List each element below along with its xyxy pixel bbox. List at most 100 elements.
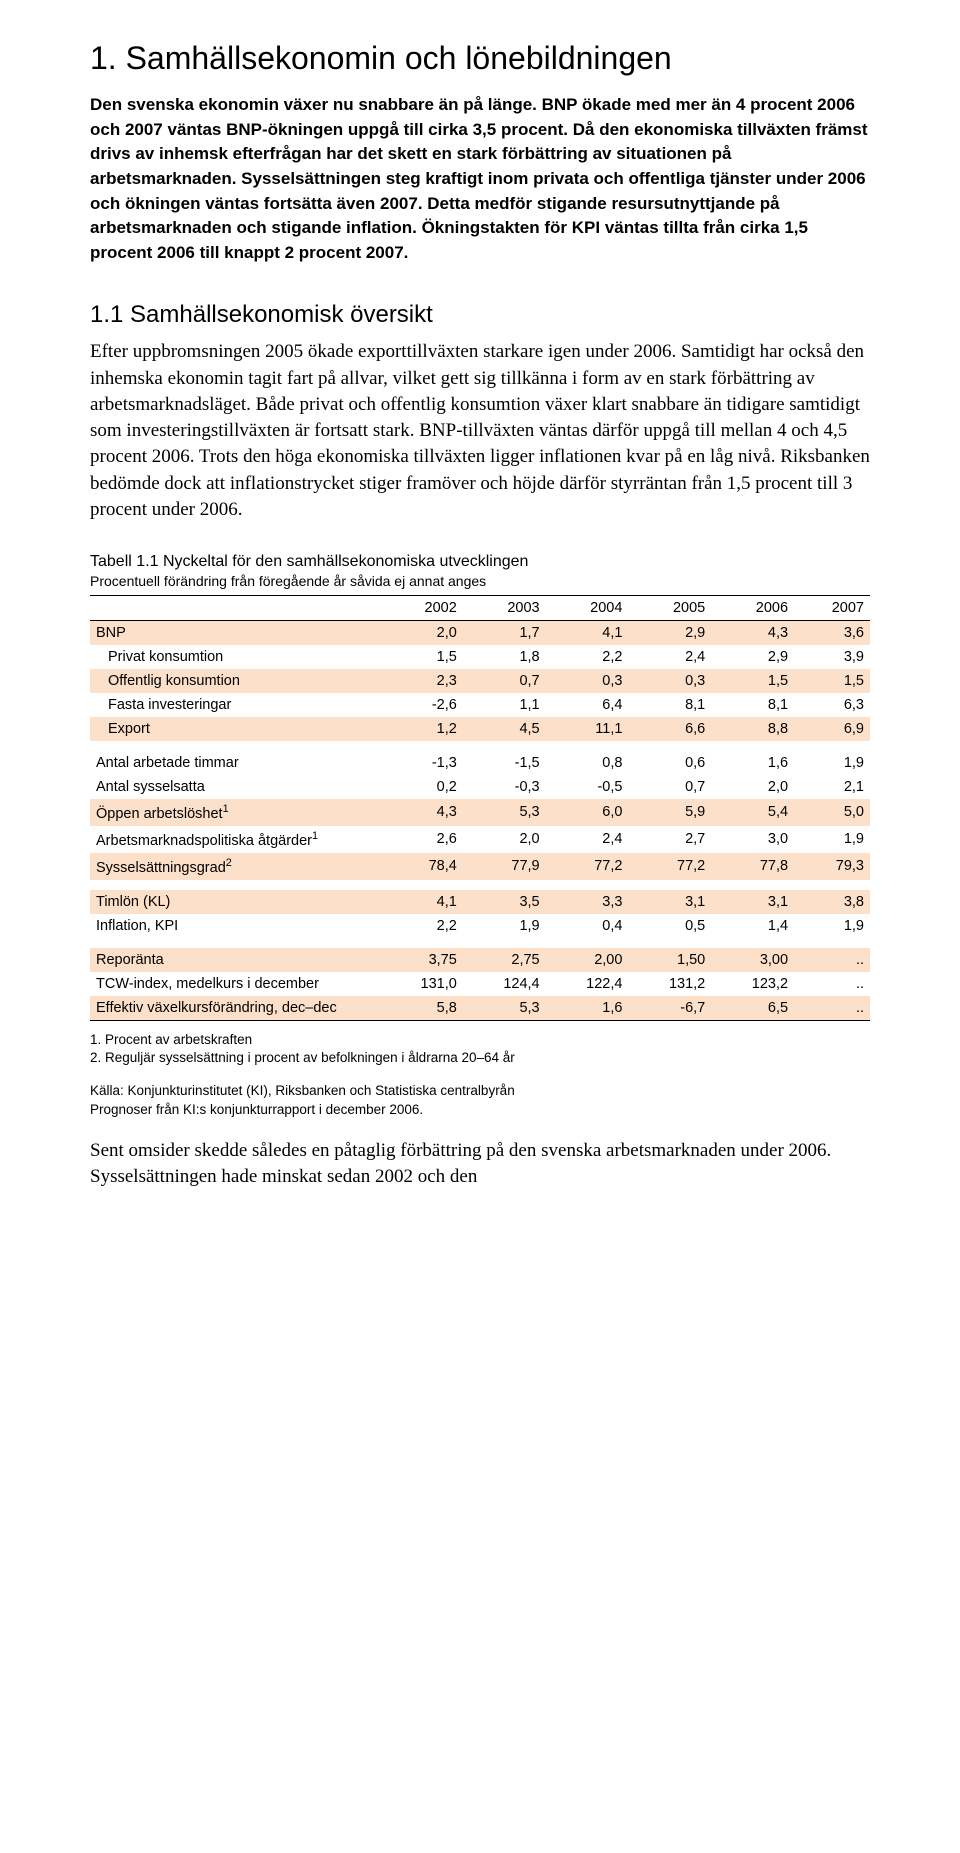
table-cell: 123,2 [711, 972, 794, 996]
table-cell: 77,9 [463, 853, 546, 880]
table-footnotes: 1. Procent av arbetskraften 2. Reguljär … [90, 1031, 870, 1069]
table-cell: 2,0 [711, 775, 794, 799]
table-cell: 11,1 [546, 717, 629, 741]
table-cell: 1,4 [711, 914, 794, 938]
table-row: Reporänta3,752,752,001,503,00.. [90, 948, 870, 972]
table-cell: -1,3 [380, 751, 463, 775]
table-cell: 1,9 [794, 751, 870, 775]
table-cell: 2,4 [628, 645, 711, 669]
row-label: Timlön (KL) [90, 890, 380, 914]
table-cell: 0,6 [628, 751, 711, 775]
table-cell: -2,6 [380, 693, 463, 717]
table-cell: -0,5 [546, 775, 629, 799]
table-cell: 77,8 [711, 853, 794, 880]
table-cell: 4,3 [711, 621, 794, 646]
table-cell: 2,2 [380, 914, 463, 938]
table-cell: -0,3 [463, 775, 546, 799]
indicators-table: 200220032004200520062007 BNP2,01,74,12,9… [90, 595, 870, 1020]
table-cell: 2,9 [711, 645, 794, 669]
table-cell: 5,9 [628, 799, 711, 826]
source-line-2: Prognoser från KI:s konjunkturrapport i … [90, 1101, 870, 1120]
table-cell: 1,2 [380, 717, 463, 741]
table-cell: 5,4 [711, 799, 794, 826]
table-cell: 5,8 [380, 996, 463, 1021]
page-title: 1. Samhällsekonomin och lönebildningen [90, 40, 870, 77]
table-cell: .. [794, 996, 870, 1021]
row-label: Reporänta [90, 948, 380, 972]
table-cell: 8,1 [628, 693, 711, 717]
table-cell: 79,3 [794, 853, 870, 880]
table-cell: 3,5 [463, 890, 546, 914]
table-row: Antal arbetade timmar-1,3-1,50,80,61,61,… [90, 751, 870, 775]
table-cell: 0,7 [463, 669, 546, 693]
table-cell: 5,3 [463, 799, 546, 826]
table-cell: 1,9 [463, 914, 546, 938]
table-cell: 6,9 [794, 717, 870, 741]
table-cell: 3,9 [794, 645, 870, 669]
table-cell: 0,7 [628, 775, 711, 799]
table-row: Arbetsmarknadspolitiska åtgärder12,62,02… [90, 826, 870, 853]
table-cell: 2,7 [628, 826, 711, 853]
table-cell: 2,9 [628, 621, 711, 646]
table-cell: 77,2 [628, 853, 711, 880]
table-cell: 1,5 [380, 645, 463, 669]
row-label: Offentlig konsumtion [90, 669, 380, 693]
lead-paragraph: Den svenska ekonomin växer nu snabbare ä… [90, 93, 870, 265]
table-row: Inflation, KPI2,21,90,40,51,41,9 [90, 914, 870, 938]
body-paragraph: Efter uppbromsningen 2005 ökade exportti… [90, 339, 870, 523]
table-cell: 78,4 [380, 853, 463, 880]
table-cell: 1,9 [794, 914, 870, 938]
table-cell: 3,8 [794, 890, 870, 914]
table-cell: 6,5 [711, 996, 794, 1021]
footnote-1: 1. Procent av arbetskraften [90, 1031, 870, 1050]
table-cell: .. [794, 972, 870, 996]
table-row: Privat konsumtion1,51,82,22,42,93,9 [90, 645, 870, 669]
table-cell: 77,2 [546, 853, 629, 880]
table-header-cell: 2004 [546, 596, 629, 621]
table-cell: 1,6 [711, 751, 794, 775]
row-label: Export [90, 717, 380, 741]
section-title: 1.1 Samhällsekonomisk översikt [90, 301, 870, 329]
table-cell: 1,5 [711, 669, 794, 693]
table-cell: 6,0 [546, 799, 629, 826]
table-cell: 3,1 [711, 890, 794, 914]
table-cell: 3,3 [546, 890, 629, 914]
table-cell: 2,2 [546, 645, 629, 669]
table-cell: 131,0 [380, 972, 463, 996]
row-label: Fasta investeringar [90, 693, 380, 717]
table-cell: 124,4 [463, 972, 546, 996]
table-row: Fasta investeringar-2,61,16,48,18,16,3 [90, 693, 870, 717]
row-label: Effektiv växelkursförändring, dec–dec [90, 996, 380, 1021]
table-header-cell: 2003 [463, 596, 546, 621]
table-cell: 122,4 [546, 972, 629, 996]
table-cell: 0,3 [546, 669, 629, 693]
table-cell: 1,7 [463, 621, 546, 646]
table-row: Antal sysselsatta0,2-0,3-0,50,72,02,1 [90, 775, 870, 799]
table-cell: 2,75 [463, 948, 546, 972]
table-row: Timlön (KL)4,13,53,33,13,13,8 [90, 890, 870, 914]
table-cell: 8,8 [711, 717, 794, 741]
row-label: Privat konsumtion [90, 645, 380, 669]
table-cell: 6,3 [794, 693, 870, 717]
table-cell: 131,2 [628, 972, 711, 996]
table-cell: 2,3 [380, 669, 463, 693]
table-row: Effektiv växelkursförändring, dec–dec5,8… [90, 996, 870, 1021]
table-header-cell: 2005 [628, 596, 711, 621]
table-cell: 3,0 [711, 826, 794, 853]
table-cell: 0,3 [628, 669, 711, 693]
table-cell: 0,8 [546, 751, 629, 775]
table-cell: 3,75 [380, 948, 463, 972]
table-cell: 1,8 [463, 645, 546, 669]
closing-paragraph: Sent omsider skedde således en påtaglig … [90, 1138, 870, 1190]
table-cell: 4,3 [380, 799, 463, 826]
table-header-cell [90, 596, 380, 621]
table-header-cell: 2002 [380, 596, 463, 621]
footnote-2: 2. Reguljär sysselsättning i procent av … [90, 1049, 870, 1068]
table-cell: 1,5 [794, 669, 870, 693]
table-cell: 8,1 [711, 693, 794, 717]
table-cell: 3,6 [794, 621, 870, 646]
table-cell: 2,6 [380, 826, 463, 853]
table-cell: 2,4 [546, 826, 629, 853]
table-cell: 4,5 [463, 717, 546, 741]
table-cell: 0,2 [380, 775, 463, 799]
